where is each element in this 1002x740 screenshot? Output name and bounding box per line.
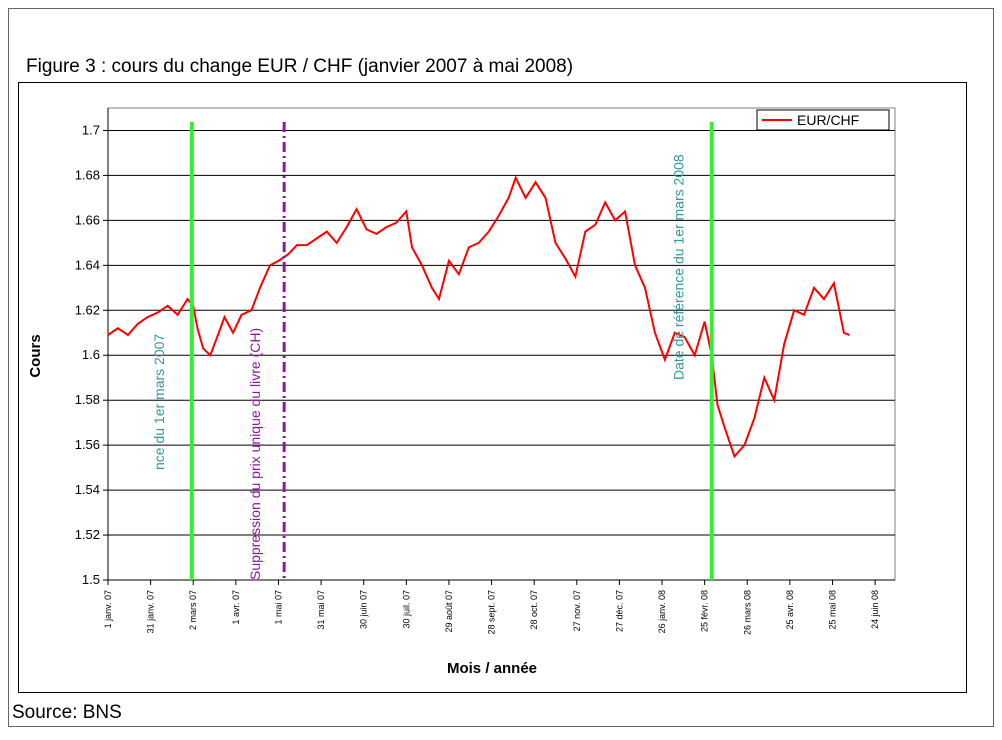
x-tick-label: 27 déc. 07 (614, 590, 624, 632)
x-axis-label: Mois / année (447, 660, 537, 677)
x-tick-label: 27 nov. 07 (572, 590, 582, 631)
x-tick-label: 29 août 07 (444, 590, 454, 633)
x-tick-label: 2 mars 07 (188, 590, 198, 630)
x-tick-label: 30 juin 07 (359, 590, 369, 629)
x-tick-label: 28 oct. 07 (529, 590, 539, 630)
x-tick-label: 1 avr. 07 (231, 590, 241, 625)
x-tick-label: 31 mai 07 (316, 590, 326, 630)
x-tick-label: 30 juil. 07 (401, 590, 411, 629)
x-tick-label: 26 mars 08 (742, 590, 752, 635)
x-tick-label: 1 janv. 07 (103, 590, 113, 628)
x-tick-label: 25 févr. 08 (700, 590, 710, 632)
outer-frame (8, 8, 994, 727)
event-label: nce du 1er mars 2007 (151, 334, 167, 470)
y-tick-label: 1.54 (75, 482, 100, 497)
y-tick-label: 1.52 (75, 527, 100, 542)
x-tick-label: 26 janv. 08 (657, 590, 667, 633)
y-tick-label: 1.5 (82, 572, 100, 587)
x-tick-label: 31 janv. 07 (146, 590, 156, 633)
y-tick-label: 1.56 (75, 437, 100, 452)
legend-box (756, 109, 890, 131)
event-label: Suppression du prix unique du livre (CH) (247, 328, 263, 580)
y-tick-label: 1.62 (75, 302, 100, 317)
y-tick-label: 1.66 (75, 212, 100, 227)
y-tick-label: 1.64 (75, 257, 100, 272)
x-tick-label: 25 avr. 08 (785, 590, 795, 630)
y-tick-label: 1.6 (82, 347, 100, 362)
y-tick-label: 1.7 (82, 122, 100, 137)
x-tick-label: 28 sept. 07 (487, 590, 497, 635)
chart-title: Figure 3 : cours du change EUR / CHF (ja… (26, 56, 573, 77)
legend-label: EUR/CHF (797, 112, 859, 128)
series-line (107, 175, 850, 459)
source: Source: BNS (12, 702, 122, 723)
x-tick-label: 25 mai 08 (827, 590, 837, 630)
y-tick-label: 1.68 (75, 167, 100, 182)
plot-area (107, 107, 896, 581)
x-tick-label: 24 juin 08 (870, 590, 880, 629)
x-tick-label: 1 mai 07 (273, 590, 283, 625)
event-label: Date de référence du 1er mars 2008 (671, 154, 687, 380)
y-axis-label: Cours (27, 334, 44, 377)
y-tick-label: 1.58 (75, 392, 100, 407)
